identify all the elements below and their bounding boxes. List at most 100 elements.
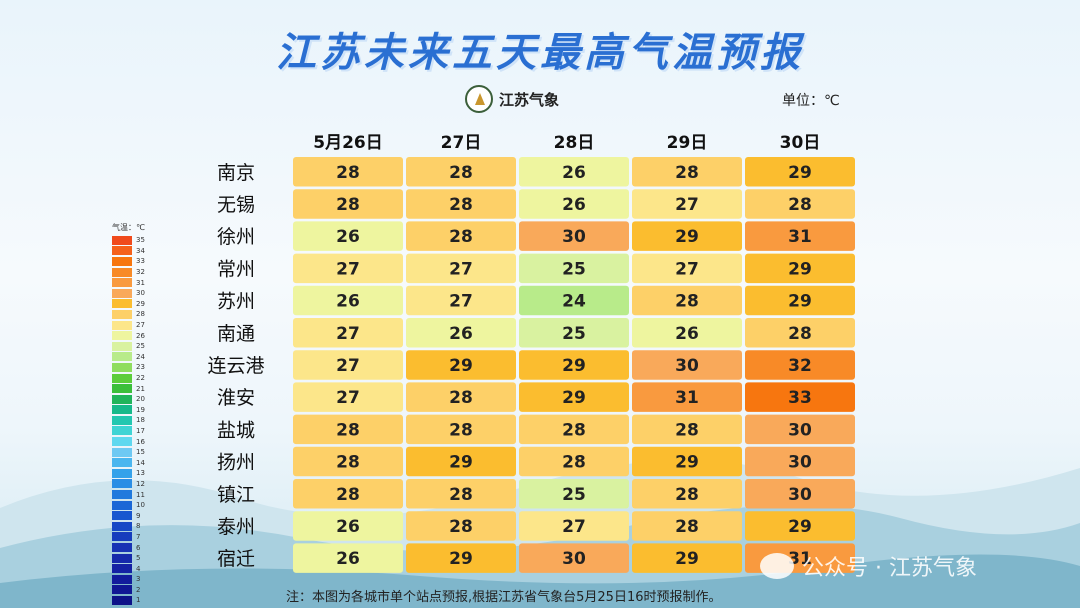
row-header: 南通 xyxy=(217,323,255,345)
legend-swatch xyxy=(112,373,132,383)
cell-value-label: 26 xyxy=(562,163,586,183)
cell-value-label: 30 xyxy=(788,453,812,473)
heatmap-cell xyxy=(632,350,742,380)
cell-value-label: 33 xyxy=(788,388,812,408)
cell-value-label: 28 xyxy=(675,517,699,537)
legend-tick-label: 10 xyxy=(136,501,145,510)
row-header: 徐州 xyxy=(217,226,255,248)
cell-value-label: 28 xyxy=(449,163,473,183)
heatmap-cell xyxy=(293,479,403,509)
legend-swatch xyxy=(112,352,132,362)
heatmap-cell xyxy=(745,189,855,219)
row-header: 南京 xyxy=(217,162,255,184)
row-header: 淮安 xyxy=(217,387,255,409)
cell-value-label: 31 xyxy=(675,388,699,408)
watermark-text: 公众号 · 江苏气象 xyxy=(802,556,977,581)
cell-value-label: 30 xyxy=(675,356,699,376)
cell-value-label: 27 xyxy=(562,517,586,537)
cell-value-label: 30 xyxy=(562,549,586,569)
heatmap-cell xyxy=(293,350,403,380)
row-header: 常州 xyxy=(217,258,255,280)
cell-value-label: 28 xyxy=(675,163,699,183)
heatmap-cell xyxy=(406,382,516,412)
cell-value-label: 29 xyxy=(562,356,586,376)
cell-value-label: 26 xyxy=(449,324,473,344)
heatmap-cell xyxy=(632,157,742,187)
legend-row: 1 xyxy=(112,595,145,606)
legend-tick-label: 3 xyxy=(136,575,141,584)
heatmap-cell xyxy=(519,318,629,348)
legend-swatch xyxy=(112,437,132,447)
cell-value-label: 30 xyxy=(788,420,812,440)
heatmap-cell xyxy=(519,221,629,251)
legend-row: 13 xyxy=(112,468,145,479)
heatmap-cell xyxy=(745,253,855,284)
legend-swatch xyxy=(112,468,132,478)
heatmap-cell xyxy=(632,189,742,219)
cell-value-label: 26 xyxy=(336,517,360,537)
legend-row: 32 xyxy=(112,267,145,278)
legend-row: 18 xyxy=(112,415,145,426)
legend-swatch xyxy=(112,521,132,531)
cell-value-label: 26 xyxy=(562,195,586,215)
legend-tick-label: 22 xyxy=(136,374,145,383)
legend-tick-label: 5 xyxy=(136,554,141,563)
cell-value-label: 26 xyxy=(336,292,360,312)
heatmap-cell xyxy=(519,350,629,380)
cell-value-label: 26 xyxy=(336,227,360,247)
column-header: 29日 xyxy=(667,133,708,153)
heatmap-cell xyxy=(519,479,629,509)
legend-tick-label: 4 xyxy=(136,564,141,573)
legend-tick-label: 16 xyxy=(136,437,145,446)
legend-row: 31 xyxy=(112,277,145,288)
heatmap-cell xyxy=(745,446,855,477)
legend-swatch xyxy=(112,415,132,425)
legend-row: 8 xyxy=(112,521,145,532)
legend-row: 33 xyxy=(112,256,145,267)
cell-value-label: 29 xyxy=(788,292,812,312)
cell-value-label: 28 xyxy=(336,485,360,505)
cell-value-label: 29 xyxy=(562,388,586,408)
legend-row: 5 xyxy=(112,553,145,564)
legend-row: 7 xyxy=(112,532,145,543)
cell-value-label: 27 xyxy=(336,324,360,344)
cell-value-label: 28 xyxy=(336,420,360,440)
legend-row: 19 xyxy=(112,405,145,416)
page-title: 江苏未来五天最高气温预报 xyxy=(276,30,804,76)
legend-tick-label: 12 xyxy=(136,479,145,488)
heatmap-cell xyxy=(406,479,516,509)
legend-tick-label: 29 xyxy=(136,299,145,308)
legend-title: 气温：℃ xyxy=(112,223,145,232)
heatmap-cell xyxy=(293,189,403,219)
legend-tick-label: 2 xyxy=(136,585,141,594)
legend-tick-label: 23 xyxy=(136,363,145,372)
cell-value-label: 27 xyxy=(336,356,360,376)
legend-swatch xyxy=(112,574,132,584)
heatmap-cell xyxy=(745,414,855,445)
legend-tick-label: 7 xyxy=(136,532,141,541)
cell-value-label: 28 xyxy=(449,420,473,440)
cell-value-label: 28 xyxy=(449,485,473,505)
heatmap-cell xyxy=(519,414,629,445)
legend-tick-label: 34 xyxy=(136,246,145,255)
legend-swatch xyxy=(112,479,132,489)
legend-tick-label: 35 xyxy=(136,236,145,245)
footnote: 注：本图为各城市单个站点预报,根据江苏省气象台5月25日16时预报制作。 xyxy=(286,590,722,605)
legend-row: 20 xyxy=(112,394,145,405)
legend-row: 4 xyxy=(112,563,145,574)
heatmap-cell xyxy=(406,414,516,445)
cell-value-label: 31 xyxy=(788,227,812,247)
heatmap-cell xyxy=(406,318,516,348)
heatmap-cell xyxy=(406,511,516,541)
cell-value-label: 30 xyxy=(562,227,586,247)
cell-value-label: 29 xyxy=(449,453,473,473)
cell-value-label: 25 xyxy=(562,324,586,344)
brand-logo: 江苏气象 xyxy=(465,85,559,113)
legend-tick-label: 13 xyxy=(136,469,145,478)
column-header: 27日 xyxy=(441,133,482,153)
row-header: 连云港 xyxy=(207,355,264,377)
cell-value-label: 28 xyxy=(449,388,473,408)
legend-row: 12 xyxy=(112,479,145,490)
watermark: 公众号 · 江苏气象 xyxy=(760,550,977,582)
row-header: 扬州 xyxy=(217,452,255,474)
